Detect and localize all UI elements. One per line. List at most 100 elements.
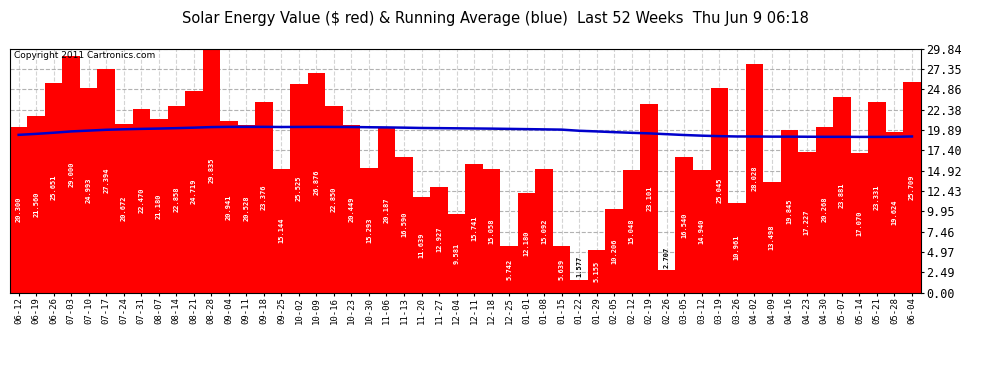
Text: 12.180: 12.180 <box>524 230 530 255</box>
Text: Copyright 2011 Cartronics.com: Copyright 2011 Cartronics.com <box>15 51 155 60</box>
Text: 27.394: 27.394 <box>103 168 109 194</box>
Text: 2.707: 2.707 <box>663 247 669 268</box>
Bar <box>360 168 378 292</box>
Bar <box>272 169 290 292</box>
Bar <box>868 102 886 292</box>
Text: 12.927: 12.927 <box>436 227 442 252</box>
Bar <box>133 109 150 292</box>
Text: 14.940: 14.940 <box>699 219 705 244</box>
Bar <box>447 214 465 292</box>
Bar <box>325 106 343 292</box>
Text: 23.881: 23.881 <box>839 182 844 208</box>
Text: 24.719: 24.719 <box>191 179 197 204</box>
Text: 26.876: 26.876 <box>314 170 320 195</box>
Text: 25.045: 25.045 <box>717 177 723 203</box>
Text: 25.525: 25.525 <box>296 176 302 201</box>
Bar <box>711 88 728 292</box>
Text: 22.858: 22.858 <box>173 186 179 212</box>
Text: 10.961: 10.961 <box>734 235 740 261</box>
Bar <box>798 152 816 292</box>
Text: 20.300: 20.300 <box>16 197 22 222</box>
Bar <box>167 106 185 292</box>
Bar <box>850 153 868 292</box>
Text: 20.449: 20.449 <box>348 196 354 222</box>
Bar <box>115 124 133 292</box>
Text: 25.651: 25.651 <box>50 175 56 201</box>
Bar <box>675 158 693 292</box>
Text: 15.048: 15.048 <box>629 218 635 244</box>
Bar <box>518 193 536 292</box>
Text: 20.672: 20.672 <box>121 195 127 221</box>
Bar <box>150 120 167 292</box>
Bar <box>641 104 658 292</box>
Text: 13.498: 13.498 <box>769 225 775 250</box>
Bar <box>623 170 641 292</box>
Bar <box>413 197 431 292</box>
Bar <box>10 127 28 292</box>
Text: 20.268: 20.268 <box>822 197 828 222</box>
Bar <box>728 203 745 292</box>
Bar <box>483 170 500 292</box>
Text: 5.639: 5.639 <box>558 259 564 280</box>
Text: 10.206: 10.206 <box>611 238 617 264</box>
Text: 20.941: 20.941 <box>226 194 232 220</box>
Text: 21.560: 21.560 <box>34 192 40 217</box>
Bar <box>97 69 115 292</box>
Bar <box>536 169 552 292</box>
Bar <box>693 171 711 292</box>
Text: Solar Energy Value ($ red) & Running Average (blue)  Last 52 Weeks  Thu Jun 9 06: Solar Energy Value ($ red) & Running Ave… <box>181 11 809 26</box>
Text: 15.741: 15.741 <box>471 216 477 241</box>
Bar <box>238 125 255 292</box>
Bar <box>290 84 308 292</box>
Bar <box>203 49 220 292</box>
Bar <box>28 116 45 292</box>
Bar <box>816 127 834 292</box>
Text: 15.092: 15.092 <box>542 218 547 244</box>
Text: 17.227: 17.227 <box>804 209 810 235</box>
Bar <box>308 73 325 292</box>
Bar <box>606 209 623 292</box>
Text: 5.155: 5.155 <box>594 261 600 282</box>
Text: 23.101: 23.101 <box>646 185 652 211</box>
Text: 15.144: 15.144 <box>278 218 284 243</box>
Text: 24.993: 24.993 <box>86 178 92 203</box>
Bar <box>378 128 395 292</box>
Text: 16.540: 16.540 <box>681 212 687 238</box>
Bar <box>431 187 447 292</box>
Text: 5.742: 5.742 <box>506 258 512 280</box>
Bar <box>185 91 203 292</box>
Text: 11.639: 11.639 <box>419 232 425 258</box>
Text: 19.624: 19.624 <box>891 200 897 225</box>
Text: 20.187: 20.187 <box>383 197 389 223</box>
Text: 25.709: 25.709 <box>909 175 915 200</box>
Bar <box>395 157 413 292</box>
Bar <box>552 246 570 292</box>
Text: 19.845: 19.845 <box>786 199 792 224</box>
Bar <box>834 98 850 292</box>
Bar <box>763 182 780 292</box>
Text: 16.590: 16.590 <box>401 212 407 237</box>
Text: 28.028: 28.028 <box>751 165 757 191</box>
Text: 9.581: 9.581 <box>453 243 459 264</box>
Text: 29.000: 29.000 <box>68 161 74 187</box>
Text: 15.058: 15.058 <box>489 218 495 244</box>
Text: 21.180: 21.180 <box>155 193 161 219</box>
Bar <box>62 56 80 292</box>
Text: 1.577: 1.577 <box>576 256 582 277</box>
Bar <box>588 251 606 292</box>
Bar <box>80 88 97 292</box>
Bar <box>255 102 272 292</box>
Bar <box>500 246 518 292</box>
Bar <box>45 83 62 292</box>
Text: 15.293: 15.293 <box>366 217 372 243</box>
Text: 23.376: 23.376 <box>261 184 267 210</box>
Bar <box>903 82 921 292</box>
Text: 20.528: 20.528 <box>244 196 249 221</box>
Bar <box>658 270 675 292</box>
Text: 29.835: 29.835 <box>208 158 214 183</box>
Text: 22.470: 22.470 <box>139 188 145 213</box>
Text: 22.850: 22.850 <box>331 186 337 212</box>
Bar <box>465 164 483 292</box>
Bar <box>570 280 588 292</box>
Text: 17.070: 17.070 <box>856 210 862 236</box>
